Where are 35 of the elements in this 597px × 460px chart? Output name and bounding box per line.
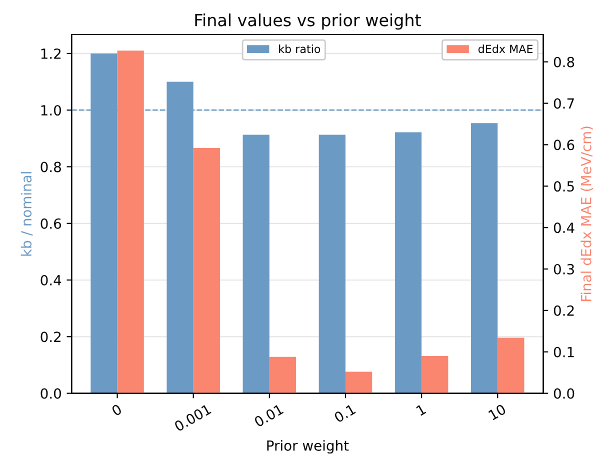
y2-tick-label: 0.7: [554, 98, 574, 109]
y-tick-label: 1.0: [41, 105, 61, 116]
y-axis-title: kb / nominal: [20, 172, 33, 256]
legend-label: kb ratio: [279, 44, 320, 54]
bar: [269, 356, 296, 394]
x-tick-label: 1: [416, 404, 426, 416]
y2-tick-label: 0.6: [554, 140, 574, 150]
y-tick-label: 0.0: [40, 388, 61, 399]
y-tick-label: 0.6: [40, 218, 62, 229]
y2-tick-label: 0.1: [554, 346, 574, 358]
bar: [242, 134, 270, 394]
bar: [498, 338, 524, 394]
y-tick-label: 0.8: [40, 162, 61, 172]
bar: [318, 134, 346, 394]
x-axis-title: Prior weight: [267, 440, 349, 454]
legend-label: dEdx MAE: [478, 44, 533, 54]
y2-tick-label: 0.0: [554, 388, 574, 399]
y-tick-label: 0.4: [40, 274, 62, 286]
y2-axis-title: Final dEdx MAE (MeV/cm): [580, 126, 594, 301]
y2-tick-label: 0.3: [554, 264, 574, 274]
y2-tick-label: 0.2: [554, 305, 574, 316]
y2-tick-label: 0.5: [554, 181, 574, 192]
x-tick-label: 0.1: [333, 404, 356, 423]
y-tick-label: 1.2: [41, 48, 61, 59]
chart-title: Final values vs prior weight: [195, 14, 421, 30]
x-tick-label: 0.01: [254, 404, 284, 428]
y2-tick-label: 0.8: [554, 56, 574, 68]
x-tick-label: 0: [111, 404, 122, 416]
y-tick-label: 0.2: [40, 332, 61, 342]
x-tick-label: 10: [488, 404, 506, 420]
bar: [394, 132, 422, 394]
bar: [345, 372, 372, 394]
bar: [422, 356, 448, 394]
y2-tick-label: 0.4: [554, 222, 574, 234]
bar: [471, 123, 498, 394]
